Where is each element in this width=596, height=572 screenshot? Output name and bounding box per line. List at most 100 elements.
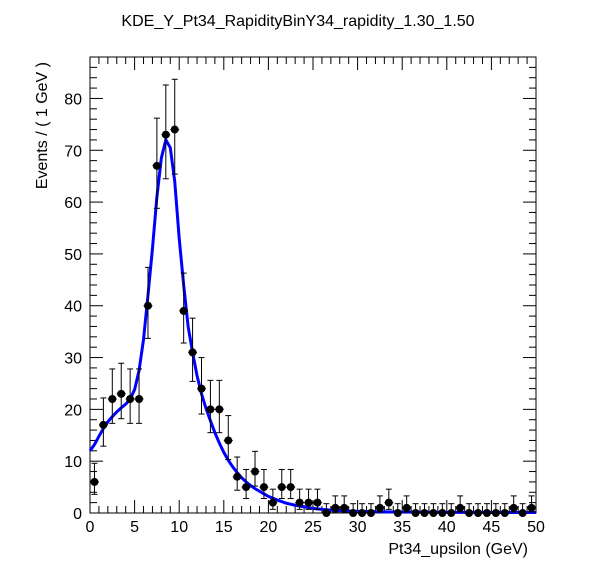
data-marker bbox=[259, 483, 268, 492]
y-tick-label: 80 bbox=[64, 91, 82, 108]
data-marker bbox=[509, 503, 518, 512]
x-tick-label: 35 bbox=[393, 519, 411, 536]
data-marker bbox=[197, 384, 206, 393]
data-marker bbox=[117, 389, 126, 398]
fit-curve bbox=[88, 135, 536, 514]
data-point bbox=[357, 503, 367, 517]
data-point bbox=[527, 495, 536, 513]
data-point bbox=[277, 468, 287, 499]
data-point bbox=[411, 503, 421, 517]
data-point bbox=[321, 503, 331, 517]
data-marker bbox=[268, 498, 277, 507]
data-marker bbox=[215, 405, 224, 414]
data-point bbox=[420, 503, 429, 517]
data-marker bbox=[456, 503, 465, 512]
data-marker bbox=[474, 509, 483, 517]
data-point bbox=[152, 117, 162, 209]
data-point bbox=[268, 488, 278, 510]
x-tick-label: 5 bbox=[130, 519, 139, 536]
y-tick-label: 50 bbox=[64, 247, 82, 264]
data-marker bbox=[340, 503, 349, 512]
data-marker bbox=[322, 509, 331, 517]
data-point bbox=[241, 468, 251, 499]
data-point bbox=[482, 503, 492, 517]
x-tick-label: 0 bbox=[86, 519, 95, 536]
x-tick-label: 10 bbox=[170, 519, 188, 536]
data-marker bbox=[251, 467, 260, 476]
data-marker bbox=[518, 509, 527, 517]
data-point bbox=[197, 357, 206, 415]
data-marker bbox=[393, 509, 402, 517]
data-point bbox=[455, 495, 465, 513]
y-tick-label: 10 bbox=[64, 454, 82, 471]
data-marker bbox=[482, 509, 491, 517]
data-marker bbox=[491, 509, 500, 517]
data-point bbox=[384, 488, 394, 510]
data-marker bbox=[447, 509, 456, 517]
data-point bbox=[250, 450, 260, 487]
data-point bbox=[464, 503, 474, 517]
data-marker bbox=[295, 498, 304, 507]
x-tick-label: 40 bbox=[438, 519, 456, 536]
x-axis-title: Pt34_upsilon (GeV) bbox=[388, 541, 528, 558]
axis-ticks bbox=[89, 56, 537, 514]
data-point bbox=[393, 503, 403, 517]
data-point bbox=[125, 368, 135, 424]
y-tick-label: 0 bbox=[73, 506, 82, 523]
data-marker bbox=[206, 405, 215, 414]
data-point bbox=[98, 397, 108, 447]
y-tick-label: 30 bbox=[64, 351, 82, 368]
data-point bbox=[259, 468, 269, 499]
chart-title: KDE_Y_Pt34_RapidityBinY34_rapidity_1.30_… bbox=[121, 13, 474, 30]
data-marker bbox=[108, 395, 117, 403]
data-marker bbox=[358, 509, 367, 517]
data-point bbox=[179, 272, 189, 344]
data-point bbox=[107, 368, 117, 424]
data-marker bbox=[304, 498, 313, 507]
data-point bbox=[428, 503, 438, 517]
data-point bbox=[330, 495, 340, 513]
x-tick-label: 50 bbox=[527, 519, 545, 536]
data-marker bbox=[143, 301, 152, 310]
data-marker bbox=[527, 503, 536, 512]
data-marker bbox=[277, 483, 286, 492]
data-point bbox=[286, 468, 296, 499]
y-tick-label: 60 bbox=[64, 195, 82, 212]
data-point bbox=[313, 488, 322, 510]
data-point bbox=[161, 84, 171, 180]
data-point bbox=[188, 317, 198, 382]
x-tick-label: 45 bbox=[483, 519, 501, 536]
data-marker bbox=[224, 436, 233, 445]
data-marker bbox=[99, 420, 108, 429]
data-point bbox=[491, 503, 501, 517]
data-point bbox=[143, 266, 153, 339]
y-tick-label: 40 bbox=[64, 299, 82, 316]
data-point bbox=[348, 503, 358, 517]
x-tick-label: 20 bbox=[260, 519, 278, 536]
data-point bbox=[446, 503, 456, 517]
data-marker bbox=[438, 509, 447, 517]
data-marker bbox=[242, 483, 251, 492]
data-marker bbox=[366, 509, 375, 517]
data-point bbox=[295, 488, 305, 510]
data-marker bbox=[375, 503, 384, 512]
data-marker bbox=[233, 472, 242, 481]
y-tick-label: 20 bbox=[64, 402, 82, 419]
data-point bbox=[402, 495, 412, 513]
data-marker bbox=[170, 125, 179, 134]
x-tick-label: 25 bbox=[304, 519, 322, 536]
data-marker bbox=[152, 161, 161, 170]
data-point bbox=[375, 495, 385, 513]
data-marker bbox=[126, 395, 135, 403]
data-point bbox=[339, 495, 349, 513]
x-tick-label: 15 bbox=[215, 519, 233, 536]
data-point bbox=[214, 379, 224, 434]
data-marker bbox=[188, 348, 197, 357]
data-point bbox=[232, 456, 242, 491]
data-marker bbox=[161, 130, 170, 139]
data-marker bbox=[402, 503, 411, 512]
data-marker bbox=[420, 509, 429, 517]
data-point bbox=[518, 503, 528, 517]
data-marker bbox=[465, 509, 474, 517]
